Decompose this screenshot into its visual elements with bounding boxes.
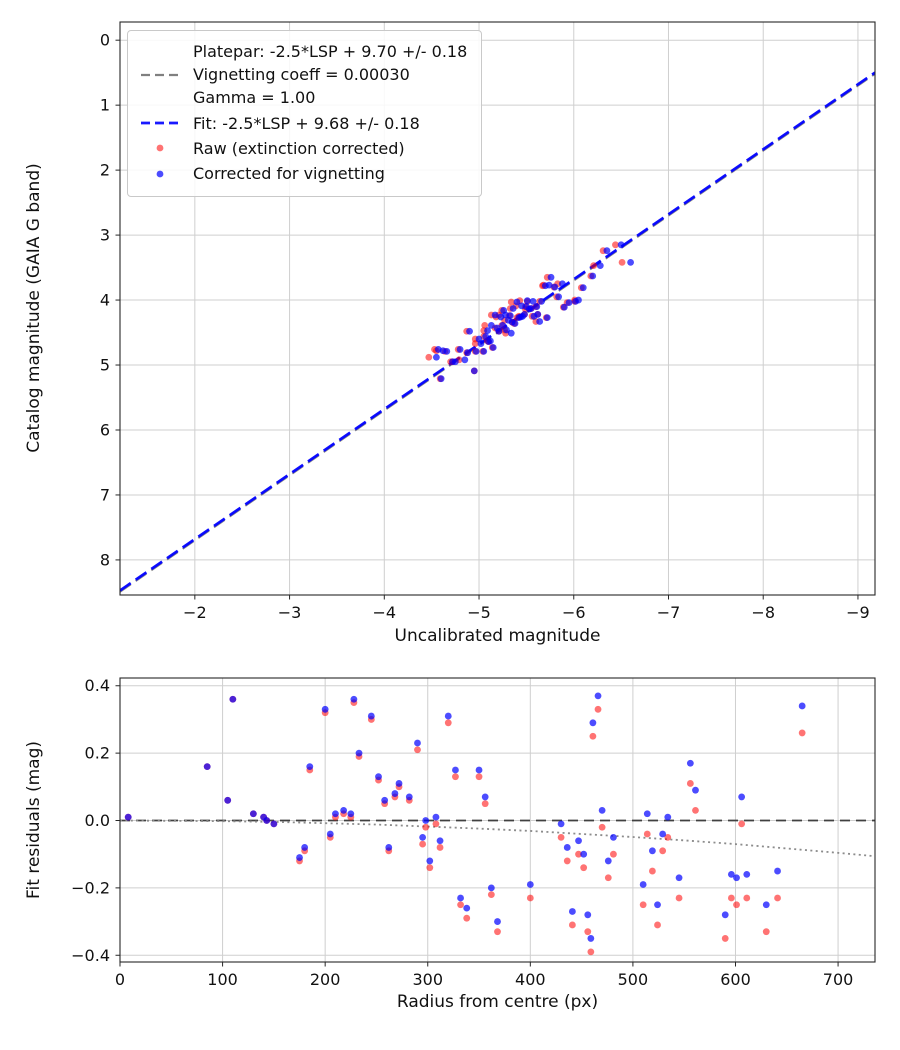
y-tick-label: 1 <box>100 96 110 115</box>
corrected-for-vignetting-points <box>124 692 806 942</box>
x-tick-label: 100 <box>207 970 238 989</box>
x-tick-label: −8 <box>751 603 775 622</box>
corrected-for-vignetting-points <box>432 241 634 383</box>
x-tick-label: 700 <box>823 970 854 989</box>
legend-entry-raw: Raw (extinction corrected) <box>137 137 467 160</box>
x-tick-label: −9 <box>846 603 870 622</box>
x-tick-label: 600 <box>720 970 751 989</box>
corrected-dot-icon <box>137 169 183 179</box>
x-tick-label: 0 <box>115 970 125 989</box>
raw-extinction-corrected--points <box>124 695 806 956</box>
legend: Platepar: -2.5*LSP + 9.70 +/- 0.18 Vigne… <box>127 30 483 198</box>
vignetting-model-curve <box>120 819 875 858</box>
bottom-xaxis-label: Radius from centre (px) <box>396 992 599 1012</box>
grid-lines <box>119 678 875 962</box>
x-tick-label: −4 <box>373 603 397 622</box>
y-tick-label: 5 <box>100 356 110 375</box>
platepar-label: Platepar: -2.5*LSP + 9.70 +/- 0.18 Vigne… <box>193 40 467 110</box>
bottom-yaxis-label: Fit residuals (mag) <box>24 741 44 899</box>
tick-labels: 0 100 200 300 400 500 600 700 −0.4 −0.2 0.0 0.2 0.4 <box>71 676 853 989</box>
raw-dot-icon <box>137 143 183 153</box>
y-tick-label: 3 <box>100 226 110 245</box>
tick-labels: −2 −3 −4 −5 −6 −7 −8 −9 0 1 2 3 4 5 6 7 8 <box>100 31 870 622</box>
y-tick-label: 0.0 <box>85 811 110 830</box>
x-tick-label: −6 <box>562 603 586 622</box>
x-tick-label: 200 <box>310 970 341 989</box>
y-tick-label: 8 <box>100 550 110 569</box>
y-tick-label: 4 <box>100 291 110 310</box>
x-tick-label: −7 <box>657 603 681 622</box>
y-tick-label: 2 <box>100 161 110 180</box>
x-tick-label: 400 <box>515 970 546 989</box>
x-tick-label: −2 <box>183 603 207 622</box>
platepar-label-line2: Vignetting coeff = 0.00030 <box>193 65 410 85</box>
axes-frame <box>119 677 876 963</box>
x-tick-label: −5 <box>467 603 491 622</box>
y-tick-label: 7 <box>100 485 110 504</box>
corrected-series-label: Corrected for vignetting <box>193 163 385 183</box>
x-tick-label: 500 <box>618 970 649 989</box>
fit-label: Fit: -2.5*LSP + 9.68 +/- 0.18 <box>193 113 420 133</box>
top-xaxis-label: Uncalibrated magnitude <box>394 626 601 646</box>
x-tick-label: 300 <box>412 970 443 989</box>
legend-entry-platepar: Platepar: -2.5*LSP + 9.70 +/- 0.18 Vigne… <box>137 40 467 110</box>
axes-frame <box>119 21 876 596</box>
raw-series-label: Raw (extinction corrected) <box>193 138 405 158</box>
legend-entry-fit: Fit: -2.5*LSP + 9.68 +/- 0.18 <box>137 112 467 135</box>
legend-entry-corrected: Corrected for vignetting <box>137 162 467 185</box>
y-tick-label: 0 <box>100 31 110 50</box>
y-tick-label: −0.4 <box>71 946 110 965</box>
platepar-label-line1: Platepar: -2.5*LSP + 9.70 +/- 0.18 <box>193 42 468 61</box>
platepar-dashed-line-icon <box>137 71 183 79</box>
x-tick-label: −3 <box>278 603 302 622</box>
top-yaxis-label: Catalog magnitude (GAIA G band) <box>24 163 44 453</box>
platepar-label-line3: Gamma = 1.00 <box>193 88 316 108</box>
y-tick-label: 6 <box>100 420 110 439</box>
fit-dashed-line-icon <box>137 119 183 127</box>
y-tick-label: 0.4 <box>85 676 110 695</box>
y-tick-label: −0.2 <box>71 878 110 897</box>
y-tick-label: 0.2 <box>85 744 110 763</box>
